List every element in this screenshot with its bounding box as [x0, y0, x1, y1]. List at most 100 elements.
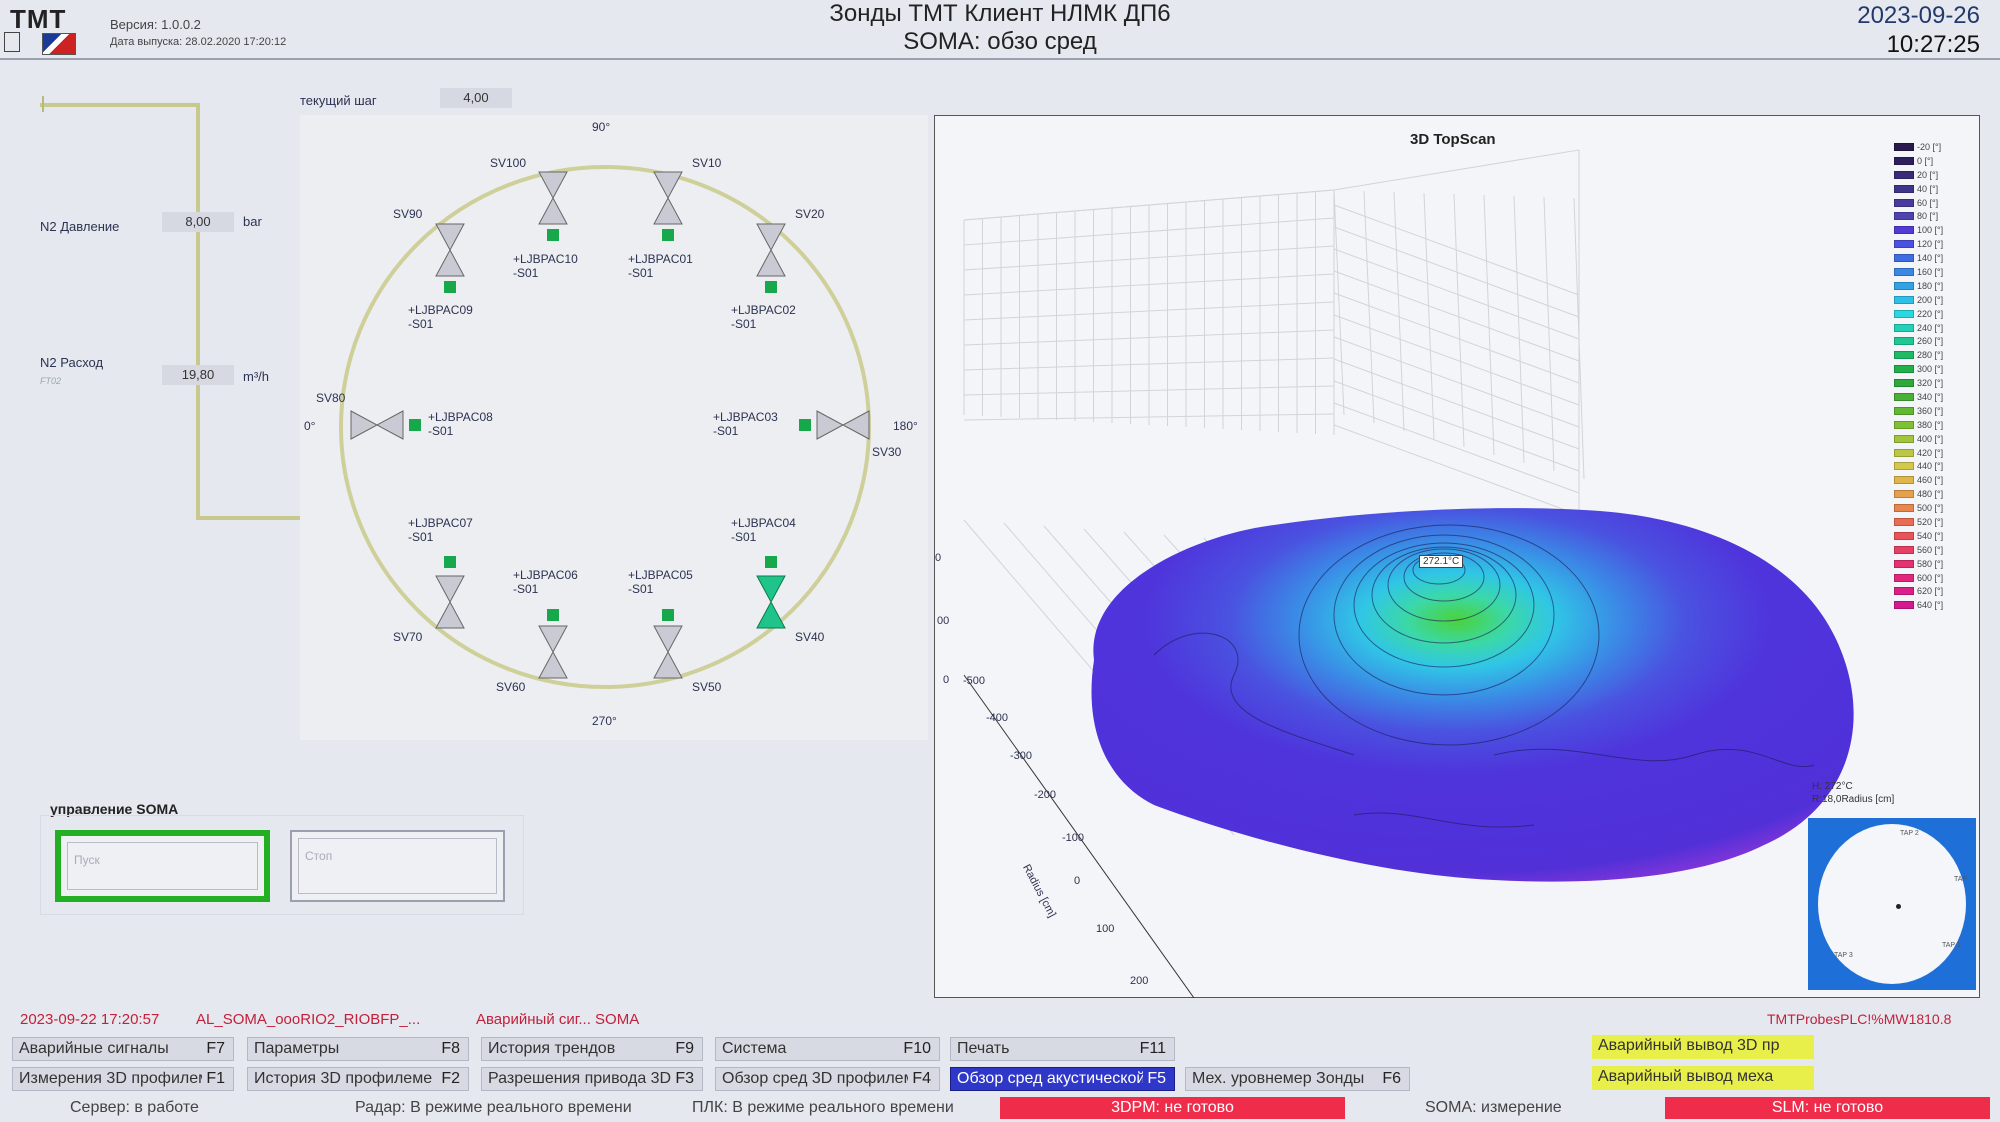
legend-swatch: [1894, 365, 1914, 374]
app-title: Зонды ТМТ Клиент НЛМК ДП6: [829, 0, 1171, 27]
system-button[interactable]: Система F10: [715, 1037, 940, 1061]
3d-profile-history-button[interactable]: История 3D профилеме F2: [247, 1067, 469, 1091]
legend-entry: 580 [°]: [1894, 557, 1956, 571]
mech-level-probes-label: Мех. уровнемер Зонды: [1192, 1070, 1365, 1087]
drive-permissions-button[interactable]: Разрешения привода 3D F3: [481, 1067, 703, 1091]
legend-swatch: [1894, 420, 1914, 429]
angle-180-label: 180°: [893, 419, 918, 433]
valve-sv20-icon[interactable]: [756, 223, 786, 277]
valve-sv40-icon[interactable]: [756, 575, 786, 629]
burden-surface: [1091, 508, 1854, 882]
3d-profile-overview-label: Обзор сред 3D профилем: [722, 1070, 915, 1087]
server-status: Сервер: в работе: [70, 1099, 199, 1116]
legend-label: 240 [°]: [1917, 322, 1944, 333]
legend-label: 600 [°]: [1917, 572, 1944, 583]
n2-flow-unit: m³/h: [243, 369, 269, 384]
emergency-retract-3d-button[interactable]: Аварийный вывод 3D пр: [1592, 1035, 1814, 1059]
valve-sv50-icon[interactable]: [653, 625, 683, 679]
n2-pipe-bottom: [196, 516, 368, 520]
alarm-plc-tag: TMTProbesPLC!%MW1810.8: [1767, 1011, 1952, 1027]
legend-entry: 40 [°]: [1894, 182, 1956, 196]
valve-sv30-position-indicator: [799, 419, 811, 431]
contour-lines: [1153, 524, 1815, 828]
legend-label: 460 [°]: [1917, 475, 1944, 486]
legend-label: 520 [°]: [1917, 516, 1944, 527]
n2-pipe-top: [40, 103, 198, 107]
color-legend: -20 [°] 0 [°] 20 [°] 40 [°] 60 [°] 80 [°] 100 …: [1894, 140, 1956, 612]
n2-pressure-unit: bar: [243, 214, 262, 229]
valve-sv100-icon[interactable]: [538, 171, 568, 225]
valve-sv10-icon[interactable]: [653, 171, 683, 225]
legend-swatch: [1894, 170, 1914, 179]
valve-sv60-icon[interactable]: [538, 625, 568, 679]
valve-sv80-icon[interactable]: [350, 410, 404, 440]
legend-swatch: [1894, 587, 1914, 596]
legend-entry: 20 [°]: [1894, 168, 1956, 182]
valve-sv50-position-indicator: [662, 609, 674, 621]
legend-label: 160 [°]: [1917, 266, 1944, 277]
header-time: 10:27:25: [1886, 31, 1980, 58]
alarms-button[interactable]: Аварийные сигналы F7: [12, 1037, 234, 1061]
n2-flow-label: N2 Расход: [40, 355, 104, 370]
acoustic-overview-button[interactable]: Обзор сред акустической F5: [950, 1067, 1175, 1091]
radius-tick-label: 0: [1074, 875, 1081, 887]
legend-label: 320 [°]: [1917, 378, 1944, 389]
legend-swatch: [1894, 184, 1914, 193]
parameters-button[interactable]: Параметры F8: [247, 1037, 469, 1061]
legend-entry: 260 [°]: [1894, 334, 1956, 348]
legend-swatch: [1894, 281, 1914, 290]
legend-swatch: [1894, 267, 1914, 276]
parameters-button-label: Параметры: [254, 1040, 340, 1057]
valve-sv70-icon[interactable]: [435, 575, 465, 629]
stop-button[interactable]: Стоп: [290, 830, 505, 902]
mech-level-probes-button[interactable]: Мех. уровнемер Зонды F6: [1185, 1067, 1410, 1091]
trend-history-button[interactable]: История трендов F9: [481, 1037, 703, 1061]
legend-label: 420 [°]: [1917, 447, 1944, 458]
tap-2-label: TAP 2: [1900, 830, 1919, 837]
valve-sv70-label: SV70: [393, 630, 423, 644]
radius-tick-label: -500: [963, 675, 986, 687]
legend-entry: 280 [°]: [1894, 348, 1956, 362]
valve-sv40-position-indicator: [765, 556, 777, 568]
valve-sv30-label: SV30: [872, 445, 902, 459]
legend-label: 0 [°]: [1917, 155, 1934, 166]
logo-mark-icon: [4, 32, 20, 52]
legend-swatch: [1894, 545, 1914, 554]
topscan-3d-plot[interactable]: [934, 115, 1980, 998]
start-button[interactable]: Пуск: [55, 830, 270, 902]
legend-label: 620 [°]: [1917, 586, 1944, 597]
3d-profile-measure-button[interactable]: Измерения 3D профилеме F1: [12, 1067, 234, 1091]
legend-entry: 160 [°]: [1894, 265, 1956, 279]
emergency-retract-mech-button[interactable]: Аварийный вывод меха: [1592, 1066, 1814, 1090]
n2-pressure-value: 8,00: [162, 212, 234, 232]
legend-swatch: [1894, 309, 1914, 318]
valve-sv30-icon[interactable]: [816, 410, 870, 440]
print-button[interactable]: Печать F11: [950, 1037, 1175, 1061]
alarm-code[interactable]: AL_SOMA_oooRIO2_RIOBFP_...: [196, 1011, 421, 1028]
tap-mini-map[interactable]: TAP 2 TAP 3 TAP TAP 1: [1808, 818, 1976, 990]
legend-swatch: [1894, 337, 1914, 346]
legend-label: 260 [°]: [1917, 336, 1944, 347]
valve-sv60-label: SV60: [496, 680, 526, 694]
z-tick-label: 0: [935, 552, 942, 564]
valve-sv60-tag: +LJBPAC06 -S01: [513, 568, 578, 596]
valve-sv20-label: SV20: [795, 207, 825, 221]
print-button-key: F11: [1135, 1040, 1166, 1058]
legend-entry: 620 [°]: [1894, 585, 1956, 599]
current-step-value: 4,00: [440, 88, 512, 108]
alarms-button-key: F7: [202, 1040, 225, 1058]
legend-entry: 0 [°]: [1894, 154, 1956, 168]
mini-map-info: H: 272°C R:18,0Radius [cm]: [1812, 780, 1894, 806]
logo-text: TMT: [10, 4, 67, 34]
legend-entry: 220 [°]: [1894, 307, 1956, 321]
legend-swatch: [1894, 240, 1914, 249]
3d-profile-overview-button[interactable]: Обзор сред 3D профилем F4: [715, 1067, 940, 1091]
legend-label: 580 [°]: [1917, 558, 1944, 569]
legend-entry: 480 [°]: [1894, 487, 1956, 501]
valve-sv90-icon[interactable]: [435, 223, 465, 277]
radius-tick-label: -200: [1034, 789, 1057, 801]
chart-title: 3D TopScan: [1410, 131, 1496, 148]
drive-permissions-key: F3: [671, 1070, 694, 1088]
legend-entry: 180 [°]: [1894, 279, 1956, 293]
